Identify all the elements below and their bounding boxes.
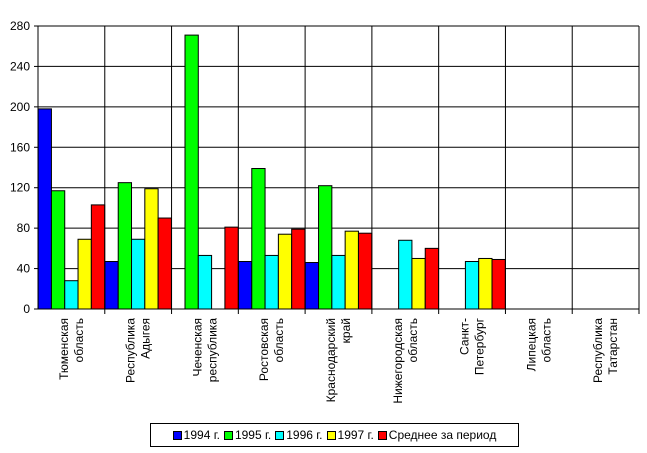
- bar: [237, 260, 253, 310]
- category-label: область: [272, 318, 286, 362]
- y-tick-label: 80: [17, 221, 31, 235]
- legend-swatch: [223, 430, 233, 440]
- legend-swatch: [275, 430, 285, 440]
- category-label: республика: [205, 318, 219, 383]
- bar: [398, 239, 413, 310]
- bar: [90, 204, 106, 310]
- category-label: Нижегородская: [391, 318, 405, 404]
- category-label: Республика: [591, 318, 605, 383]
- bar: [344, 230, 359, 310]
- category-label: Санкт-: [458, 318, 472, 355]
- bar: [464, 260, 480, 310]
- category-label: Чеченская: [190, 318, 204, 377]
- y-tick-label: 280: [10, 19, 30, 33]
- bar: [291, 228, 306, 310]
- bar: [104, 260, 119, 310]
- bar: [491, 258, 506, 310]
- bar: [157, 217, 172, 310]
- category-label: Тюменская: [57, 318, 71, 380]
- bar: [331, 254, 346, 310]
- y-tick-label: 200: [10, 100, 30, 114]
- legend: 1994 г. 1995 г. 1996 г. 1997 г. Среднее за п…: [150, 423, 519, 447]
- bar: [357, 232, 373, 310]
- y-axis-ticks: 0 40 80 120 160 200 240 280: [10, 19, 38, 316]
- bar: [144, 188, 159, 310]
- axes: [37, 26, 640, 314]
- category-label: Адыгея: [139, 318, 153, 359]
- bar: [264, 254, 279, 310]
- category-label: область: [406, 318, 420, 362]
- y-tick-label: 40: [17, 262, 31, 276]
- bar: [478, 257, 493, 310]
- bar: [424, 247, 440, 310]
- category-label: край: [339, 318, 353, 343]
- bar: [184, 34, 199, 310]
- bar: [318, 185, 333, 310]
- category-label: Липецкая: [524, 318, 538, 371]
- legend-entry: 1996 г.: [275, 428, 323, 442]
- category-label: Краснодарский: [324, 318, 338, 402]
- y-tick-label: 240: [10, 59, 30, 73]
- category-label: Петербург: [473, 317, 487, 375]
- category-label: Татарстан: [606, 318, 620, 375]
- bars: [37, 34, 506, 310]
- bar: [37, 108, 52, 310]
- y-tick-label: 160: [10, 140, 30, 154]
- bar: [197, 254, 213, 310]
- bar: [224, 226, 239, 310]
- category-label: область: [72, 318, 86, 362]
- legend-label: 1997 г.: [337, 428, 374, 442]
- legend-label: Среднее за период: [388, 428, 497, 442]
- category-labels: Тюменская область Республика Адыгея Чеченска…: [57, 317, 620, 403]
- category-label: область: [539, 318, 553, 362]
- legend-swatch: [172, 430, 182, 440]
- legend-swatch: [377, 430, 387, 440]
- bar: [277, 233, 293, 310]
- category-label: Ростовская: [257, 318, 271, 381]
- legend-label: 1995 г.: [234, 428, 272, 442]
- category-label: Республика: [124, 318, 138, 383]
- bar: [304, 262, 320, 310]
- legend-entry: 1994 г.: [172, 428, 220, 442]
- bar: [77, 238, 92, 310]
- legend-entry: 1997 г.: [326, 428, 374, 442]
- bar: [117, 182, 133, 310]
- bar: [50, 190, 66, 310]
- y-tick-label: 120: [10, 181, 30, 195]
- legend-entry: 1995 г.: [223, 428, 272, 442]
- bar: [251, 168, 266, 310]
- legend-entry: Среднее за период: [377, 428, 497, 442]
- legend-label: 1994 г.: [183, 428, 220, 442]
- y-tick-label: 0: [23, 302, 30, 316]
- bar: [64, 280, 79, 310]
- legend-label: 1996 г.: [286, 428, 323, 442]
- bar: [131, 238, 146, 310]
- bar: [411, 257, 426, 310]
- legend-swatch: [326, 430, 336, 440]
